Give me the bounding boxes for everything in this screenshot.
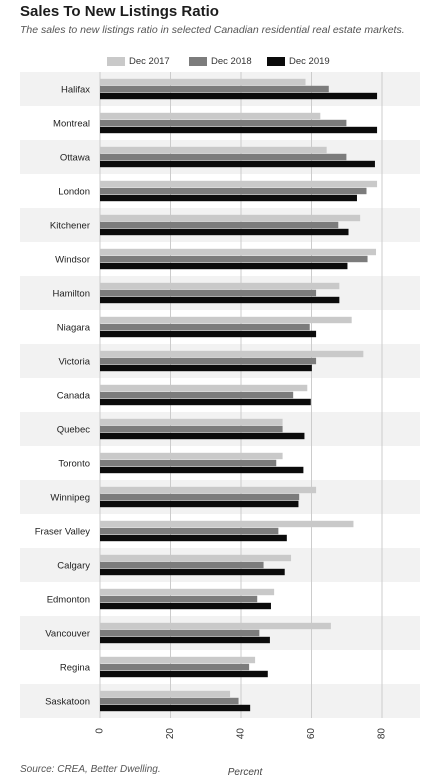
- category-label-vancouver: Vancouver: [45, 629, 90, 640]
- legend-swatch-dec-2018: [189, 57, 207, 66]
- category-label-halifax: Halifax: [61, 85, 90, 96]
- bar-hamilton-dec-2017: [100, 282, 340, 290]
- category-label-victoria: Victoria: [58, 357, 90, 368]
- x-tick-label: 20: [165, 728, 176, 740]
- bar-quebec-dec-2018: [100, 425, 283, 433]
- bar-winnipeg-dec-2018: [100, 493, 300, 501]
- legend-label-dec-2019: Dec 2019: [289, 56, 330, 67]
- bar-montreal-dec-2019: [100, 126, 378, 134]
- bar-fraser-valley-dec-2019: [100, 534, 287, 542]
- bar-montreal-dec-2017: [100, 112, 321, 120]
- bar-saskatoon-dec-2017: [100, 690, 231, 698]
- x-tick-label: 40: [236, 728, 247, 740]
- bar-edmonton-dec-2017: [100, 588, 275, 596]
- bar-kitchener-dec-2019: [100, 228, 349, 236]
- category-label-calgary: Calgary: [57, 561, 90, 572]
- bar-victoria-dec-2017: [100, 350, 364, 358]
- bar-ottawa-dec-2018: [100, 153, 347, 161]
- bar-calgary-dec-2018: [100, 561, 264, 569]
- bar-edmonton-dec-2019: [100, 602, 271, 610]
- category-label-winnipeg: Winnipeg: [50, 493, 90, 504]
- category-label-london: London: [58, 187, 90, 198]
- category-label-montreal: Montreal: [53, 119, 90, 130]
- category-label-hamilton: Hamilton: [53, 289, 91, 300]
- bar-fraser-valley-dec-2018: [100, 527, 279, 535]
- bar-ottawa-dec-2019: [100, 160, 375, 168]
- bar-toronto-dec-2018: [100, 459, 277, 467]
- legend-label-dec-2018: Dec 2018: [211, 56, 252, 67]
- bar-regina-dec-2018: [100, 663, 250, 671]
- category-label-ottawa: Ottawa: [60, 153, 91, 164]
- bar-niagara-dec-2019: [100, 330, 317, 338]
- chart-legend: Dec 2017 Dec 2018 Dec 2019: [0, 56, 436, 68]
- bar-ottawa-dec-2017: [100, 146, 327, 154]
- bar-winnipeg-dec-2019: [100, 500, 299, 508]
- bar-regina-dec-2017: [100, 656, 256, 664]
- legend-label-dec-2017: Dec 2017: [129, 56, 170, 67]
- bar-saskatoon-dec-2019: [100, 704, 251, 712]
- legend-swatch-dec-2019: [267, 57, 285, 66]
- category-label-regina: Regina: [60, 663, 91, 674]
- x-axis-label: Percent: [228, 767, 264, 778]
- bar-kitchener-dec-2017: [100, 214, 361, 222]
- bar-hamilton-dec-2018: [100, 289, 317, 297]
- source-note: Source: CREA, Better Dwelling.: [20, 764, 161, 775]
- x-tick-label: 60: [306, 728, 317, 740]
- bar-windsor-dec-2019: [100, 262, 348, 270]
- bar-halifax-dec-2018: [100, 85, 329, 93]
- bar-canada-dec-2018: [100, 391, 294, 399]
- category-label-fraser-valley: Fraser Valley: [35, 527, 91, 538]
- bar-vancouver-dec-2019: [100, 636, 270, 644]
- bar-toronto-dec-2017: [100, 452, 283, 460]
- bar-hamilton-dec-2019: [100, 296, 340, 304]
- bar-calgary-dec-2017: [100, 554, 292, 562]
- bar-regina-dec-2019: [100, 670, 268, 678]
- bar-london-dec-2018: [100, 187, 367, 195]
- bar-montreal-dec-2018: [100, 119, 347, 127]
- legend-swatch-dec-2017: [107, 57, 125, 66]
- bar-winnipeg-dec-2017: [100, 486, 317, 494]
- bar-canada-dec-2017: [100, 384, 308, 392]
- category-label-edmonton: Edmonton: [47, 595, 90, 606]
- bar-saskatoon-dec-2018: [100, 697, 239, 705]
- bar-victoria-dec-2019: [100, 364, 312, 372]
- bar-vancouver-dec-2017: [100, 622, 331, 630]
- bar-london-dec-2017: [100, 180, 378, 188]
- category-label-windsor: Windsor: [55, 255, 90, 266]
- bar-quebec-dec-2017: [100, 418, 283, 426]
- bar-canada-dec-2019: [100, 398, 311, 406]
- bar-niagara-dec-2017: [100, 316, 352, 324]
- x-tick-label: 80: [377, 728, 388, 740]
- bar-quebec-dec-2019: [100, 432, 305, 440]
- bar-halifax-dec-2017: [100, 78, 306, 86]
- bar-niagara-dec-2018: [100, 323, 310, 331]
- bar-vancouver-dec-2018: [100, 629, 260, 637]
- category-label-quebec: Quebec: [57, 425, 91, 436]
- bar-edmonton-dec-2018: [100, 595, 258, 603]
- category-label-niagara: Niagara: [57, 323, 91, 334]
- bar-london-dec-2019: [100, 194, 357, 202]
- bar-kitchener-dec-2018: [100, 221, 339, 229]
- bar-windsor-dec-2018: [100, 255, 368, 263]
- category-label-saskatoon: Saskatoon: [45, 697, 90, 708]
- bar-calgary-dec-2019: [100, 568, 285, 576]
- category-label-canada: Canada: [57, 391, 91, 402]
- category-label-toronto: Toronto: [58, 459, 90, 470]
- bar-toronto-dec-2019: [100, 466, 304, 474]
- bar-windsor-dec-2017: [100, 248, 377, 256]
- category-label-kitchener: Kitchener: [50, 221, 90, 232]
- x-tick-label: 0: [95, 728, 106, 734]
- chart-subtitle: The sales to new listings ratio in selec…: [20, 24, 405, 36]
- bar-halifax-dec-2019: [100, 92, 378, 100]
- bar-fraser-valley-dec-2017: [100, 520, 354, 528]
- bar-victoria-dec-2018: [100, 357, 317, 365]
- chart-title: Sales To New Listings Ratio: [20, 3, 219, 20]
